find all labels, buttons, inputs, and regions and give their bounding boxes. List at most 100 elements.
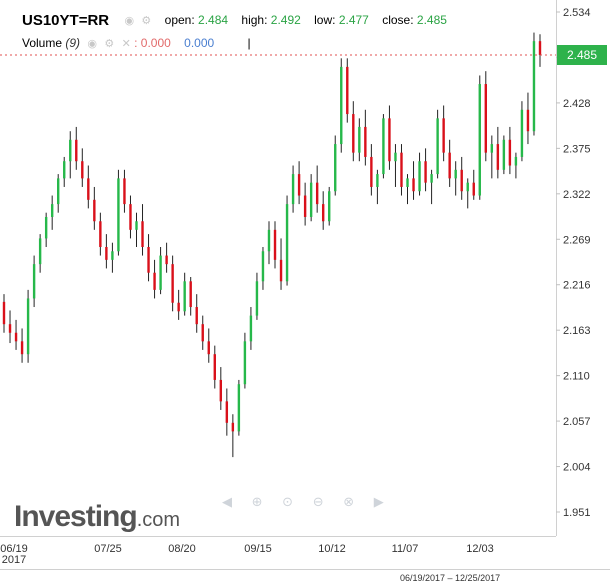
candle-body bbox=[472, 182, 475, 196]
candle-body bbox=[376, 174, 379, 187]
candle-body bbox=[358, 126, 361, 153]
candle-body bbox=[328, 191, 331, 222]
last-price-tag bbox=[557, 45, 607, 65]
volume-header: Volume (9) ◉ ⚙ ✕ : 0.000 0.000 | bbox=[22, 36, 251, 50]
candle-body bbox=[364, 126, 367, 157]
y-tick-label: 1.951 bbox=[563, 507, 591, 519]
candle-body bbox=[75, 139, 78, 162]
investing-logo: Investing.com bbox=[14, 500, 181, 533]
eye-icon[interactable]: ◉ bbox=[124, 15, 135, 27]
candle-body bbox=[129, 204, 132, 230]
candle-body bbox=[526, 109, 530, 132]
candle-body bbox=[213, 354, 216, 380]
candle-body bbox=[346, 66, 349, 115]
scroll-right-icon[interactable]: ▶ bbox=[373, 494, 384, 509]
high-value: 2.492 bbox=[270, 13, 301, 27]
candle-body bbox=[171, 264, 174, 303]
candle-body bbox=[478, 84, 481, 196]
volume-close-icon[interactable]: ✕ bbox=[121, 38, 131, 50]
candle-body bbox=[291, 174, 295, 205]
candle-body bbox=[14, 332, 18, 342]
y-tick-label: 2.004 bbox=[563, 462, 591, 474]
candle-body bbox=[424, 161, 427, 183]
x-tick-label: 07/25 bbox=[94, 543, 122, 555]
zoom-fit-icon[interactable]: ⊗ bbox=[343, 494, 355, 509]
volume-eye-icon[interactable]: ◉ bbox=[87, 38, 97, 50]
candle-body bbox=[412, 178, 415, 192]
zoom-reset-icon[interactable]: ⊙ bbox=[282, 494, 294, 509]
candle-body bbox=[177, 302, 180, 312]
candle-body bbox=[436, 118, 439, 175]
candle-body bbox=[321, 204, 325, 222]
candle-body bbox=[32, 264, 36, 299]
candle-body bbox=[2, 301, 6, 325]
candle-body bbox=[117, 178, 120, 252]
candle-body bbox=[382, 118, 385, 175]
candle-body bbox=[135, 221, 138, 230]
volume-label: Volume bbox=[22, 36, 63, 50]
gear-icon[interactable]: ⚙ bbox=[141, 15, 152, 27]
zoom-out-icon[interactable]: ⊖ bbox=[312, 494, 324, 509]
candle-body bbox=[26, 298, 30, 355]
candle-body bbox=[87, 178, 90, 200]
open-label: open: bbox=[164, 13, 195, 27]
candle-body bbox=[394, 152, 397, 162]
x-tick-label: 06/19 bbox=[0, 543, 28, 555]
y-tick-label: 2.269 bbox=[563, 234, 591, 246]
date-range: 06/19/2017 – 12/25/2017 bbox=[400, 573, 501, 583]
volume-value-blue: 0.000 bbox=[184, 36, 215, 50]
candle-body bbox=[50, 204, 54, 217]
candle-body bbox=[297, 174, 301, 196]
volume-value-red: : 0.000 bbox=[134, 36, 171, 50]
high-label: high: bbox=[241, 13, 268, 27]
candle-body bbox=[105, 246, 108, 260]
candle-body bbox=[93, 199, 96, 222]
candle-body bbox=[38, 238, 42, 265]
candle-body bbox=[219, 379, 223, 402]
candle-body bbox=[231, 422, 235, 432]
volume-separator: | bbox=[247, 36, 251, 50]
candle-body bbox=[430, 174, 433, 183]
candle-body bbox=[352, 114, 355, 153]
zoom-in-icon[interactable]: ⊕ bbox=[251, 494, 263, 509]
y-tick-label: 2.375 bbox=[563, 143, 591, 155]
scroll-left-icon[interactable]: ◀ bbox=[222, 494, 232, 509]
candle-body bbox=[63, 161, 66, 179]
candle-body bbox=[81, 161, 84, 179]
candle-body bbox=[273, 229, 277, 260]
ohlc-header: US10YT=RR ◉ ⚙ open: 2.484 high: 2.492 lo… bbox=[22, 12, 447, 29]
volume-gear-icon[interactable]: ⚙ bbox=[104, 38, 115, 50]
volume-period: (9) bbox=[65, 36, 81, 50]
candle-body bbox=[309, 182, 313, 217]
x-tick-label: 09/15 bbox=[244, 543, 272, 555]
y-tick-label: 2.216 bbox=[563, 280, 591, 292]
y-tick-label: 2.428 bbox=[563, 98, 591, 110]
candle-body bbox=[442, 118, 445, 153]
candle-body bbox=[8, 324, 12, 333]
low-value: 2.477 bbox=[338, 13, 369, 27]
candle-body bbox=[165, 255, 168, 265]
candle-body bbox=[484, 84, 487, 153]
candle-body bbox=[448, 152, 451, 179]
candle-body bbox=[183, 281, 186, 312]
candle-body bbox=[141, 221, 144, 247]
candle-body bbox=[340, 66, 343, 145]
candle-body bbox=[147, 246, 150, 273]
candle-body bbox=[466, 182, 469, 192]
candle-body bbox=[69, 139, 72, 162]
y-tick-label: 2.322 bbox=[563, 189, 591, 201]
candle-body bbox=[285, 204, 289, 282]
candle-body bbox=[496, 144, 500, 170]
y-tick-label: 2.057 bbox=[563, 416, 591, 428]
candle-body bbox=[111, 251, 114, 260]
candle-body bbox=[243, 341, 247, 385]
chart-nav-controls: ◀ ⊕ ⊙ ⊖ ⊗ ▶ bbox=[222, 494, 400, 510]
y-tick-label: 2.110 bbox=[563, 371, 590, 383]
candle-body bbox=[207, 341, 210, 355]
candle-body bbox=[460, 169, 463, 192]
y-tick-label: 2.534 bbox=[563, 7, 591, 19]
x-tick-label: 12/03 bbox=[466, 543, 494, 555]
symbol-title: US10YT=RR bbox=[22, 12, 110, 29]
